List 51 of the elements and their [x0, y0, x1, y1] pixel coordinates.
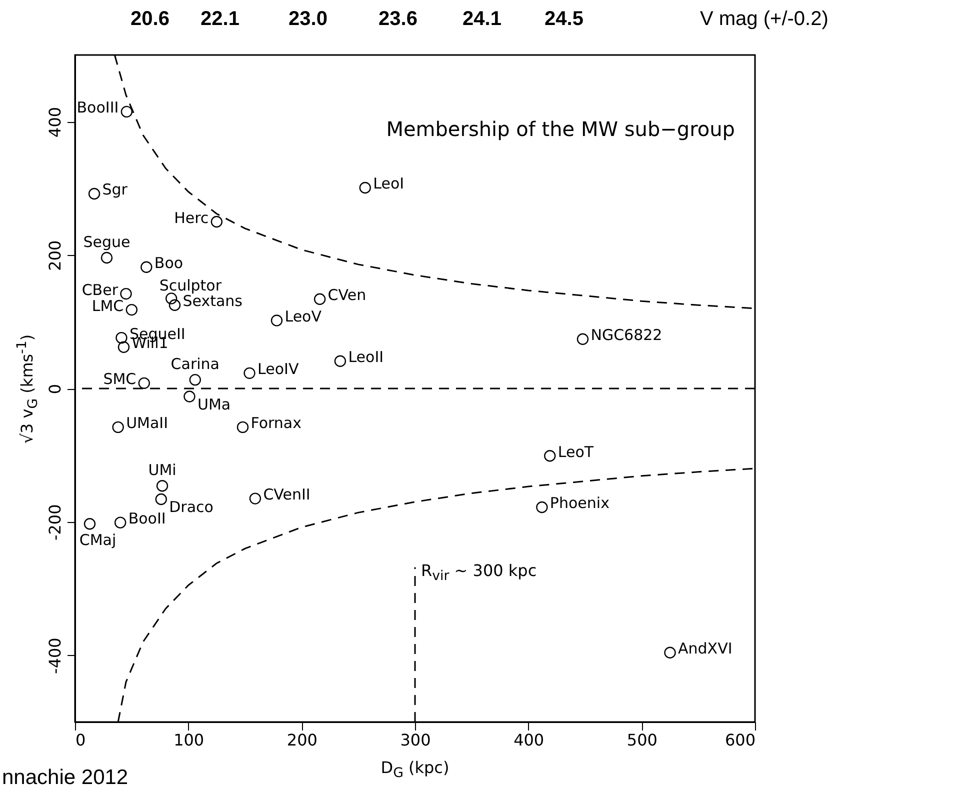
series-label: Phoenix: [550, 494, 610, 512]
series-label: AndXVI: [678, 640, 732, 658]
x-tick-label: 400: [514, 730, 544, 750]
text: 24.5: [544, 8, 584, 31]
y-tick-label: -400: [46, 638, 64, 674]
series-label: CVenII: [263, 486, 310, 504]
x-tick-label: 0: [76, 730, 86, 750]
series-label: SMC: [103, 370, 136, 388]
series-label: UMa: [197, 396, 231, 414]
y-tick-label: 400: [46, 106, 64, 138]
text: 20.6: [130, 8, 170, 31]
series-label: CBer: [82, 280, 119, 299]
series-label: LeoV: [284, 307, 322, 326]
x-tick-label: 200: [286, 730, 318, 750]
series-label: UMi: [148, 460, 176, 479]
series-label: BooII: [128, 510, 166, 528]
series-label: Carina: [170, 354, 220, 373]
y-tick-label: -200: [46, 504, 64, 541]
series-label: LeoIV: [258, 360, 300, 378]
series-label: Sextans: [182, 292, 243, 310]
series-label: UMaII: [126, 414, 168, 432]
text: Membership of the MW sub−group: [386, 117, 735, 141]
y-tick-label: 200: [46, 240, 64, 271]
series-label: NGC6822: [590, 326, 662, 344]
text: 22.1: [200, 8, 240, 31]
series-label: LMC: [92, 296, 124, 315]
series-label: CMaj: [79, 530, 116, 549]
series-label: BooIII: [76, 98, 119, 117]
x-axis-title: D$_{G}$ (kpc): [380, 758, 450, 782]
series-label: Fornax: [250, 414, 302, 432]
series-label: LeoI: [373, 174, 404, 193]
x-tick-label: 500: [626, 730, 658, 750]
text: V mag (+/-0.2): [700, 8, 828, 31]
series-label: Boo: [154, 254, 184, 272]
series-label: Sculptor: [159, 276, 222, 294]
x-tick-label: 300: [400, 730, 431, 750]
annotation: R$_{vir}$ ~ 300 kpc: [421, 561, 537, 584]
x-tick-label: 600: [724, 730, 756, 750]
series-label: LeoT: [558, 442, 594, 461]
series-label: Herc: [174, 208, 209, 227]
series-label: CVen: [328, 286, 366, 304]
series-label: Sgr: [102, 180, 128, 199]
text: 23.0: [288, 8, 328, 31]
series-label: Segue: [83, 232, 130, 251]
series-label: LeoII: [348, 348, 384, 366]
text: 24.1: [462, 8, 502, 31]
text: nnachie 2012: [2, 766, 128, 790]
text: 23.6: [378, 8, 418, 31]
x-tick-label: 100: [174, 730, 204, 750]
series-label: Draco: [169, 498, 214, 516]
y-tick-label: 0: [46, 384, 64, 394]
